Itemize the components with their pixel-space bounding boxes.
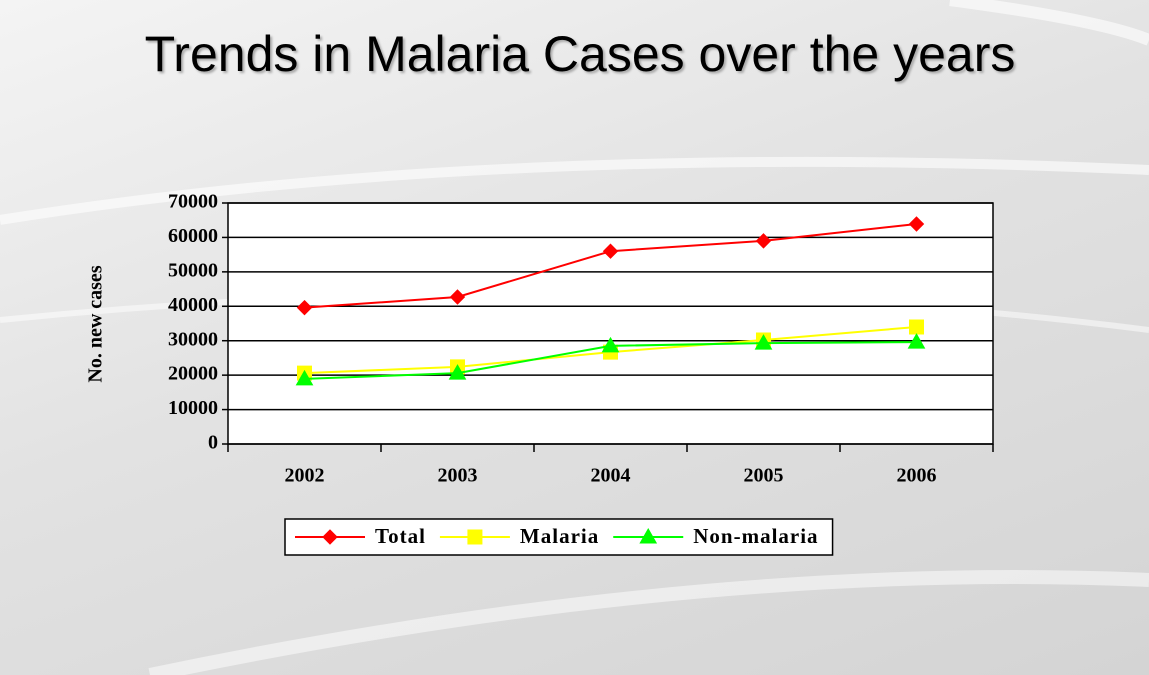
y-tick-label: 60000 (168, 225, 218, 247)
x-tick-label: 2005 (744, 465, 784, 487)
data-point (909, 319, 924, 335)
legend-marker (322, 529, 338, 545)
y-axis-label: No. new cases (85, 265, 107, 382)
legend-marker (639, 527, 658, 544)
data-point (448, 364, 467, 380)
data-point (449, 289, 466, 305)
x-tick-label: 2004 (591, 465, 631, 487)
legend-label: Total (375, 524, 426, 548)
legend-label: Malaria (520, 524, 599, 548)
x-tick-label: 2006 (897, 465, 937, 487)
legend-label: Non-malaria (693, 524, 818, 548)
data-point (601, 336, 620, 353)
legend: Total Malaria Non-malaria (284, 518, 834, 556)
data-point (602, 243, 619, 259)
plot-area (227, 202, 994, 445)
y-tick-label: 70000 (168, 191, 218, 213)
data-point (754, 334, 773, 350)
legend-marker (467, 529, 483, 545)
x-tick-label: 2003 (438, 465, 478, 487)
chart-title: Trends in Malaria Cases over the years (144, 26, 1016, 82)
y-tick-label: 10000 (168, 397, 218, 419)
data-point (295, 369, 314, 386)
y-tick-label: 30000 (168, 328, 218, 350)
y-tick-label: 20000 (168, 363, 218, 385)
data-point (296, 299, 313, 316)
y-tick-label: 0 (208, 432, 218, 454)
data-point (908, 216, 925, 232)
y-tick-label: 50000 (168, 259, 218, 281)
x-tick-label: 2002 (285, 465, 325, 487)
data-point (907, 333, 926, 349)
data-point (755, 233, 772, 249)
y-tick-label: 40000 (168, 294, 218, 316)
legend-box (284, 518, 834, 556)
